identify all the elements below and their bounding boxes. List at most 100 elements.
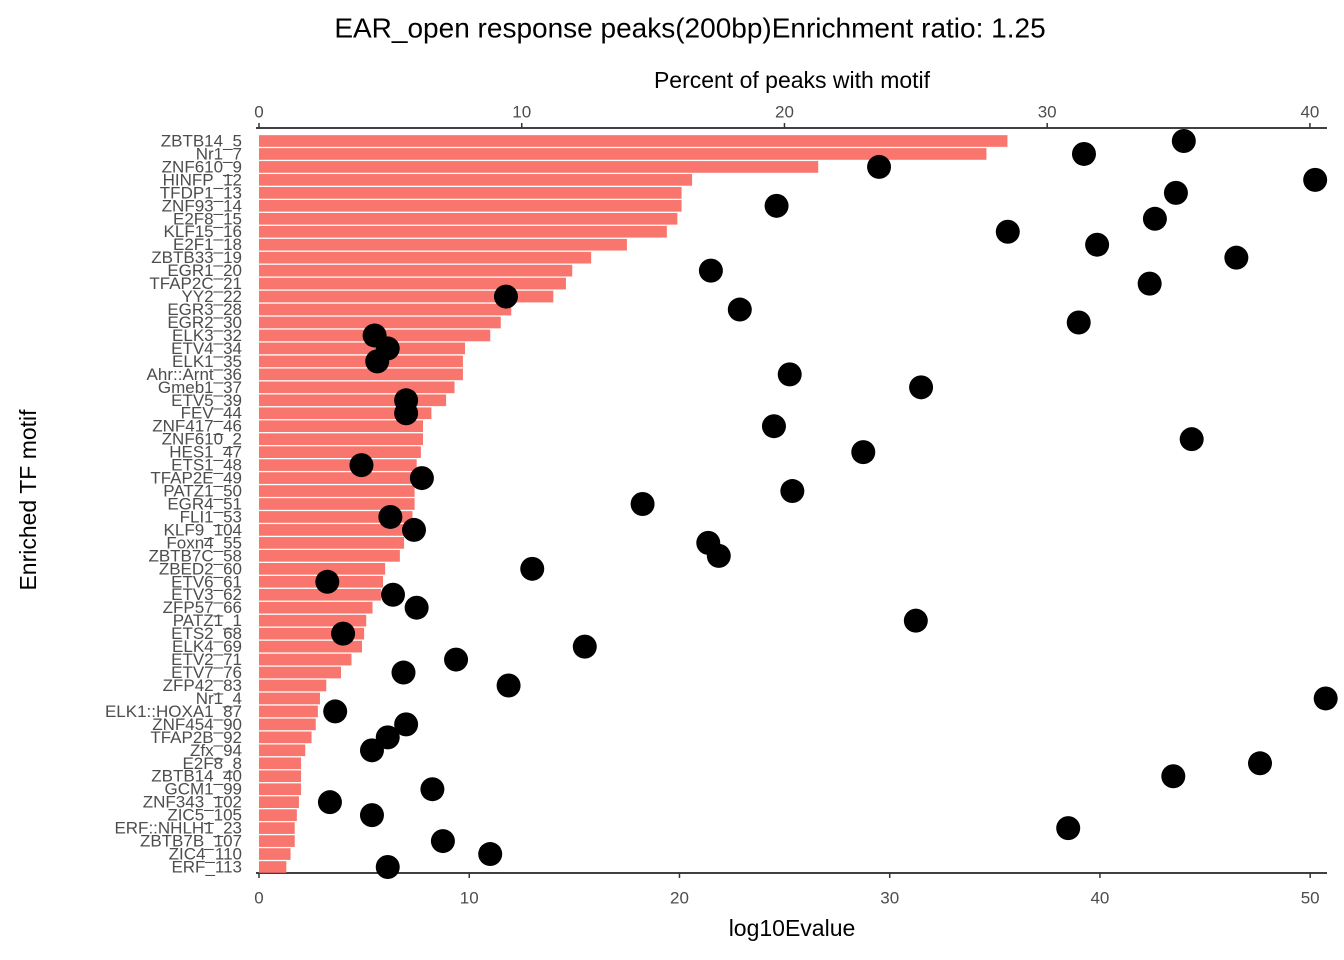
y-tick-label: ZBTB7B_107 (140, 832, 242, 851)
y-tick-label: ETV6_61 (171, 572, 242, 591)
bar (259, 601, 373, 614)
bar (259, 614, 367, 627)
point (444, 647, 469, 672)
x-tick-label: 0 (254, 888, 263, 907)
x-tick-label: 20 (670, 888, 689, 907)
point (727, 297, 752, 322)
point (1313, 686, 1338, 711)
y-tick-label: ETV7_76 (171, 663, 242, 682)
bar (259, 731, 312, 744)
x2-tick-label: 20 (775, 102, 794, 121)
y-tick-label: TFAP2B_92 (150, 728, 242, 747)
y-tick-label: ZNF417_46 (152, 417, 242, 436)
x2-tick-label: 0 (254, 102, 263, 121)
point (706, 543, 731, 568)
point (1224, 245, 1249, 270)
point (430, 829, 455, 854)
bar (259, 511, 413, 523)
point (995, 219, 1020, 244)
point (777, 362, 802, 387)
y-tick-label: KLF15_16 (164, 222, 242, 241)
y-tick-label: ELK4_69 (172, 637, 242, 656)
x-tick-label: 50 (1301, 888, 1320, 907)
point (404, 595, 429, 620)
point (317, 790, 342, 815)
bar (259, 705, 318, 718)
y-tick-label: ZIC5_105 (167, 806, 242, 825)
point (420, 777, 445, 802)
bar (259, 135, 1008, 147)
bar (259, 277, 566, 290)
point (478, 842, 503, 867)
y-tick-label: PATZ1_50 (163, 482, 242, 501)
y-tick-label: Zfx_94 (190, 741, 242, 760)
y-tick-label: GCM1_99 (165, 780, 242, 799)
y-tick-label: ZBTB14_5 (161, 131, 242, 150)
bar (259, 627, 365, 640)
point (851, 440, 876, 465)
x-tick-label: 40 (1090, 888, 1109, 907)
y-tick-label: ETS1_48 (171, 456, 242, 475)
y-tick-label: HINFP_12 (163, 170, 242, 189)
x-axis-title: log10Evalue (729, 915, 856, 941)
bar (259, 316, 501, 329)
bar (259, 238, 627, 251)
bar (259, 498, 415, 510)
point (331, 621, 356, 646)
bar (259, 342, 466, 355)
bar (259, 653, 352, 666)
point (493, 284, 518, 309)
y-tick-label: TFDP1_13 (160, 183, 242, 202)
bar (259, 446, 421, 458)
point (365, 349, 390, 374)
bar (259, 485, 415, 497)
y-tick-label: ERF_113 (171, 857, 242, 876)
y-tick-label: ETV3_62 (171, 585, 242, 604)
bar (259, 550, 400, 562)
x-tick-label: 30 (880, 888, 899, 907)
bar (259, 303, 512, 316)
y-tick-label: ETS2_68 (171, 624, 242, 643)
y-tick-label: E2F8_8 (182, 754, 242, 773)
bar (259, 264, 573, 277)
bar (259, 666, 341, 679)
point (1303, 167, 1328, 192)
y-tick-label: ZNF610_2 (162, 430, 242, 449)
bar (259, 524, 407, 536)
bar (259, 290, 554, 303)
point (903, 608, 928, 633)
y-tick-label: ZBTB7C_58 (148, 546, 242, 565)
y-tick-label: TFAP2E_49 (150, 469, 242, 488)
bar (259, 174, 693, 186)
y-tick-label: KLF9_104 (164, 520, 242, 539)
y-tick-label: FEV_44 (181, 404, 242, 423)
bar (259, 848, 291, 860)
bar (259, 161, 819, 173)
bar (259, 822, 295, 834)
y-tick-label: E2F1_18 (173, 235, 242, 254)
bar (259, 757, 302, 770)
point (1142, 206, 1167, 231)
y-axis-title: Enriched TF motif (15, 409, 41, 591)
y-tick-label: EGR2_30 (167, 313, 242, 332)
y-tick-label: ELK3_32 (172, 326, 242, 345)
point (1066, 310, 1091, 335)
point (323, 699, 348, 724)
point (867, 154, 892, 179)
point (764, 193, 789, 218)
point (1161, 764, 1186, 789)
y-tick-label: EGR3_28 (167, 300, 242, 319)
y-tick-label: Gmeb1_37 (158, 378, 242, 397)
x2-tick-label: 10 (512, 102, 531, 121)
y-tick-label: ELK1_35 (172, 352, 242, 371)
bar (259, 212, 678, 225)
y-tick-label: ZFP42_83 (163, 676, 242, 695)
point (375, 855, 400, 879)
point (761, 414, 786, 439)
point (909, 375, 934, 400)
point (572, 634, 597, 659)
y-tick-label: ZBTB14_40 (151, 767, 242, 786)
y-tick-label: Nr1_4 (196, 689, 242, 708)
point (394, 712, 419, 737)
bar (259, 835, 295, 847)
